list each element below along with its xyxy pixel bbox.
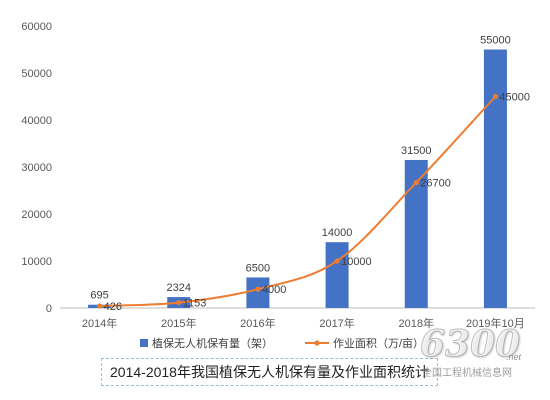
x-tick-label: 2016年 [240,316,275,330]
bar [325,242,349,308]
legend-bar-label: 植保无人机保有量（架） [152,336,273,350]
bar [404,159,428,308]
line-point [255,286,261,292]
legend-line-marker [314,340,320,346]
line-point [413,179,419,186]
bar [483,49,507,308]
y-tick-label: 40000 [21,115,52,127]
line-data-label: 426 [104,301,122,313]
line-data-label: 1153 [183,298,207,310]
watermark-number: 6300 [419,323,521,365]
y-tick-label: 10000 [21,256,52,268]
series-line [99,95,497,307]
line-point [334,258,340,264]
line-data-label: 10000 [341,256,372,268]
y-tick-label: 50000 [21,68,52,80]
x-tick-label: 2018年 [399,316,434,330]
line-point [176,299,182,306]
x-tick-label: 2019年10月 [466,316,525,330]
bar-data-label: 2324 [167,282,191,294]
line-point [96,303,103,309]
watermark-site: 全国工程机械信息网 [422,368,512,379]
chart-caption-text: 2014-2018年我国植保无人机保有量及作业面积统计 [110,364,429,380]
watermark-logo: 6300 .net 全国工程机械信息网 [419,323,548,380]
bar [246,277,270,308]
y-tick-label: 20000 [21,209,52,221]
y-tick-label: 30000 [21,162,52,174]
bar-data-label: 695 [90,290,108,302]
y-tick-label: 60000 [21,21,52,33]
watermark-suffix: .net [506,352,522,362]
line-data-label: 4000 [262,284,286,296]
x-tick-label: 2014年 [82,316,117,330]
line-data-label: 26700 [420,178,451,190]
legend-bar-swatch [140,339,148,347]
x-tick-label: 2015年 [161,316,196,330]
chart-caption: 2014-2018年我国植保无人机保有量及作业面积统计 [101,358,438,386]
bar-data-label: 31500 [401,145,432,157]
y-tick-label: 0 [46,303,52,315]
x-tick-label: 2017年 [319,316,354,330]
bar-data-label: 55000 [480,35,511,47]
bar-data-label: 6500 [246,262,270,274]
line-data-label: 45000 [499,92,530,104]
legend-line-label: 作业面积（万/亩） [333,336,424,350]
bar-data-label: 14000 [322,227,353,239]
line-point [492,93,499,100]
